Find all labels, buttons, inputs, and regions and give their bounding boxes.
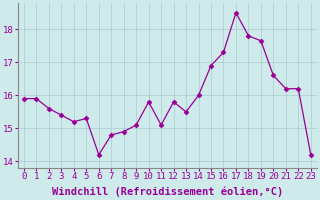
X-axis label: Windchill (Refroidissement éolien,°C): Windchill (Refroidissement éolien,°C) (52, 187, 283, 197)
